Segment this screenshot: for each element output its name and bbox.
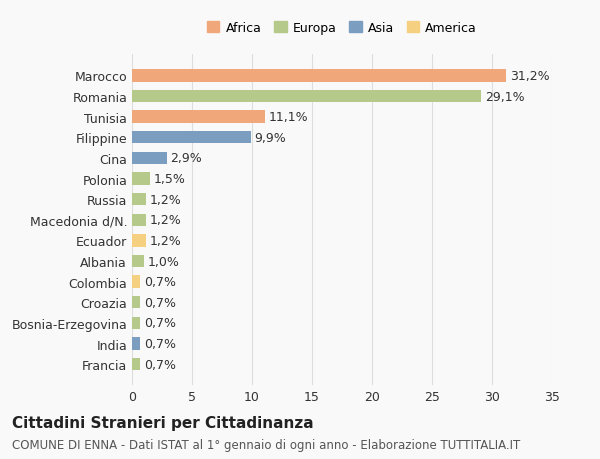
Bar <box>132 235 146 247</box>
Bar <box>132 317 140 330</box>
Bar <box>132 255 144 268</box>
Text: 1,2%: 1,2% <box>150 235 182 247</box>
Bar <box>132 358 140 370</box>
Text: 2,9%: 2,9% <box>170 152 202 165</box>
Bar <box>132 338 140 350</box>
Text: 29,1%: 29,1% <box>485 90 524 103</box>
Text: 31,2%: 31,2% <box>510 70 550 83</box>
Text: 0,7%: 0,7% <box>144 275 176 289</box>
Text: 0,7%: 0,7% <box>144 317 176 330</box>
Bar <box>132 297 140 309</box>
Bar <box>132 173 150 185</box>
Text: 9,9%: 9,9% <box>254 132 286 145</box>
Text: Cittadini Stranieri per Cittadinanza: Cittadini Stranieri per Cittadinanza <box>12 415 314 431</box>
Legend: Africa, Europa, Asia, America: Africa, Europa, Asia, America <box>203 18 481 39</box>
Text: COMUNE DI ENNA - Dati ISTAT al 1° gennaio di ogni anno - Elaborazione TUTTITALIA: COMUNE DI ENNA - Dati ISTAT al 1° gennai… <box>12 438 520 451</box>
Text: 1,2%: 1,2% <box>150 214 182 227</box>
Text: 1,2%: 1,2% <box>150 193 182 206</box>
Bar <box>132 214 146 226</box>
Text: 0,7%: 0,7% <box>144 358 176 371</box>
Bar <box>132 111 265 123</box>
Bar <box>132 194 146 206</box>
Text: 11,1%: 11,1% <box>269 111 308 124</box>
Bar <box>132 132 251 144</box>
Bar <box>132 276 140 288</box>
Text: 0,7%: 0,7% <box>144 337 176 350</box>
Bar <box>132 70 506 83</box>
Bar <box>132 91 481 103</box>
Text: 0,7%: 0,7% <box>144 296 176 309</box>
Text: 1,5%: 1,5% <box>154 173 185 185</box>
Bar <box>132 152 167 165</box>
Text: 1,0%: 1,0% <box>148 255 179 268</box>
